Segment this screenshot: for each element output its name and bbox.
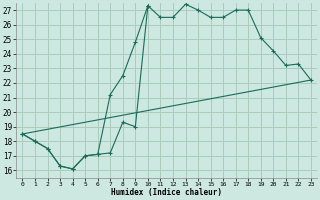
X-axis label: Humidex (Indice chaleur): Humidex (Indice chaleur) — [111, 188, 222, 197]
